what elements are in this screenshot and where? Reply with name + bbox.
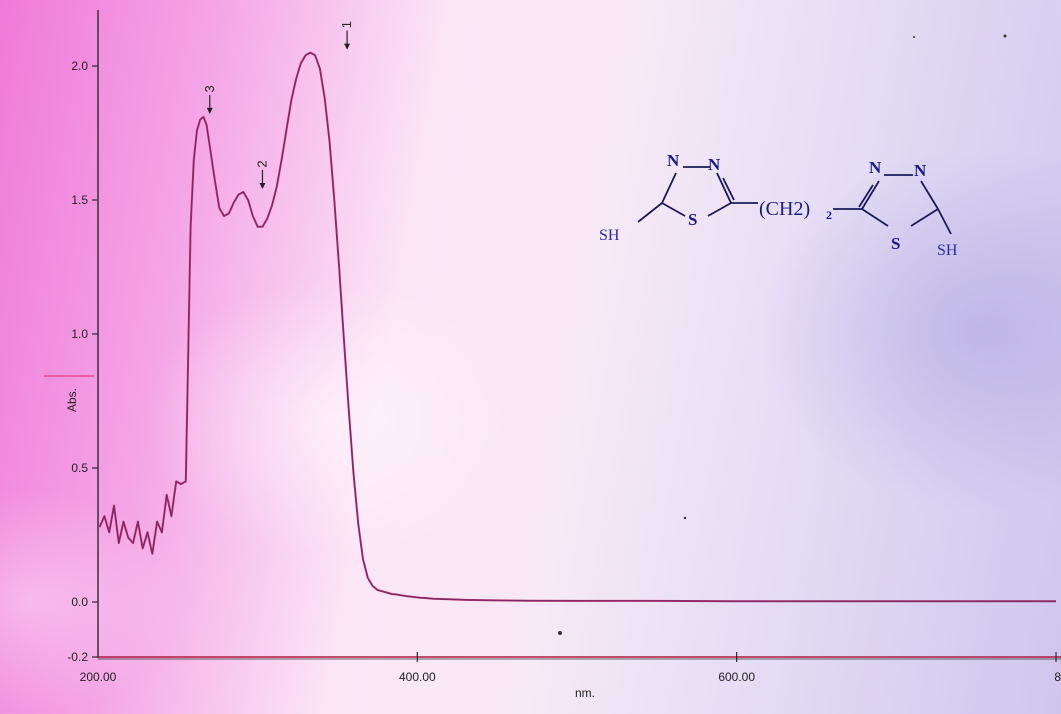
paper-specks xyxy=(558,34,1007,635)
peak-label: 1 xyxy=(339,21,354,28)
y-tick-label: 0.5 xyxy=(71,461,88,475)
peak-markers: 1 2 3 xyxy=(202,21,354,189)
spectrum-line xyxy=(98,51,1056,603)
peak-marker-arrow xyxy=(344,43,351,50)
x-tick-label: 200.00 xyxy=(80,670,117,684)
left-ring-substituent: SH xyxy=(599,227,620,244)
right-ring-substituent: SH xyxy=(937,242,958,259)
chart-axes xyxy=(97,10,1061,660)
peak-marker-arrow xyxy=(206,107,213,114)
right-ring-n1: N xyxy=(869,158,882,177)
y-tick-label: 1.0 xyxy=(71,327,88,341)
x-tick-label: 600.00 xyxy=(718,670,755,684)
peak-marker-arrow xyxy=(259,182,266,189)
left-ring-n1: N xyxy=(667,151,680,170)
y-tick-label: 0.0 xyxy=(71,595,88,609)
y-ticks: 2.0 1.5 1.0 0.5 0.0 -0.2 xyxy=(67,59,98,664)
right-ring-n2: N xyxy=(914,161,927,180)
left-ring-n2: N xyxy=(708,155,721,174)
x-tick-label: 400.00 xyxy=(399,670,436,684)
linker-label: (CH2) xyxy=(759,198,810,220)
y-axis-title: Abs. xyxy=(65,388,79,412)
left-ring-s: S xyxy=(688,210,697,229)
x-axis-title: nm. xyxy=(575,686,595,700)
y-tick-label: 1.5 xyxy=(71,193,88,207)
linker-subscript: 2 xyxy=(826,208,832,222)
x-tick-label: 8 xyxy=(1054,670,1061,684)
peak-label: 2 xyxy=(254,160,269,167)
y-tick-label: 2.0 xyxy=(71,59,88,73)
spectrum-line-ink xyxy=(99,52,1056,602)
peak-label: 3 xyxy=(202,85,217,92)
right-thiadiazole-ring xyxy=(858,174,952,235)
left-thiadiazole-ring xyxy=(637,166,758,223)
chemical-structure: N N S SH (CH2) 2 N N S SH xyxy=(599,151,958,259)
y-tick-label: -0.2 xyxy=(67,650,88,664)
right-ring-s: S xyxy=(891,234,900,253)
x-ticks: 200.00 400.00 600.00 8 xyxy=(80,652,1061,684)
series-group xyxy=(98,51,1056,603)
